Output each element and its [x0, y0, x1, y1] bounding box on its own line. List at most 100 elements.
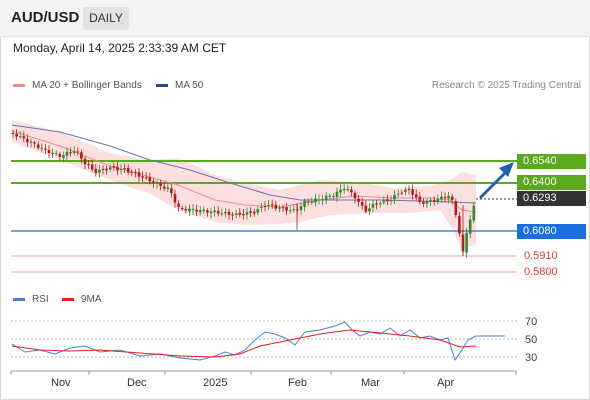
candle-body — [166, 187, 170, 190]
candle-body — [206, 210, 209, 213]
candle-body — [389, 200, 393, 202]
candle-body — [306, 201, 310, 203]
title-bar: AUD/USD DAILY — [0, 0, 590, 37]
candle-body — [170, 188, 173, 194]
candle-body — [29, 141, 33, 143]
ma50-swatch-icon — [156, 84, 168, 87]
month-label-2025: 2025 — [203, 377, 228, 389]
candle-body — [209, 211, 213, 214]
candle-body — [454, 201, 458, 216]
candle-body — [47, 150, 51, 153]
month-label-feb: Feb — [288, 377, 307, 389]
candle-body — [332, 195, 335, 197]
candle-body — [368, 208, 371, 212]
candle-body — [371, 203, 375, 208]
candle-body — [105, 168, 108, 171]
candle-body — [353, 192, 357, 199]
candle-body — [339, 189, 342, 193]
candle-body — [155, 182, 159, 184]
candle-body — [375, 203, 378, 205]
candle-body — [440, 196, 443, 200]
candle-body — [65, 151, 69, 156]
rsi-ma-legend: 9MA — [62, 294, 102, 305]
candle-body — [44, 148, 47, 150]
candle-body — [396, 193, 400, 195]
candle-body — [317, 199, 321, 201]
candle-body — [443, 197, 447, 199]
candle-body — [58, 154, 62, 158]
price-tag-s1: 0.6080 — [517, 224, 586, 239]
candle-body — [252, 211, 256, 214]
instrument-title: AUD/USD — [11, 9, 80, 26]
candle-body — [15, 133, 18, 137]
candle-body — [335, 191, 339, 197]
candle-body — [436, 198, 440, 202]
candle-body — [314, 198, 317, 203]
candle-body — [173, 193, 177, 203]
candle-body — [270, 204, 274, 206]
candle-body — [234, 213, 238, 216]
candle-body — [123, 168, 126, 170]
candle-body — [328, 195, 332, 197]
candle-body — [177, 203, 180, 207]
candle-body — [288, 210, 292, 212]
rsi-level-50: 50 — [525, 334, 538, 346]
candle-body — [310, 201, 314, 203]
candle-body — [134, 172, 137, 174]
candle-body — [202, 209, 206, 211]
time-axis — [10, 370, 517, 375]
candle-body — [112, 166, 116, 168]
price-label-s3: 0.5800 — [524, 266, 558, 278]
target-arrow-shaft — [479, 171, 507, 199]
candle-body — [263, 205, 267, 207]
candle-body — [94, 169, 98, 174]
candle-body — [119, 169, 123, 171]
candle-body — [130, 171, 134, 173]
rsi-ma-line — [11, 329, 477, 358]
candle-body — [357, 198, 360, 202]
candle-body — [296, 209, 299, 211]
candle-body — [447, 195, 450, 199]
candle-body — [278, 207, 281, 209]
price-label-s2: 0.5910 — [524, 250, 558, 262]
candle-body — [126, 167, 130, 173]
level-lines — [11, 160, 517, 273]
candle-body — [450, 196, 454, 201]
candle-body — [72, 151, 76, 154]
candle-body — [159, 182, 162, 186]
candle-body — [472, 205, 476, 221]
month-label-mar: Mar — [361, 377, 380, 389]
timeframe-badge[interactable]: DAILY — [83, 7, 129, 30]
candle-body — [101, 168, 105, 170]
candle-body — [407, 188, 411, 190]
candle-body — [62, 155, 65, 158]
candle-body — [350, 189, 353, 193]
candle-body — [76, 151, 80, 153]
candle-body — [465, 232, 468, 253]
candle-body — [152, 181, 155, 184]
candle-body — [40, 147, 44, 149]
rsi-legend: RSI — [13, 294, 49, 305]
legend-bollinger: MA 20 + Bollinger Bands — [13, 80, 142, 91]
candle-body — [184, 208, 188, 211]
candle-body — [141, 176, 144, 178]
candle-body — [191, 208, 195, 210]
legend-ma50: MA 50 — [156, 80, 203, 91]
candle-body — [11, 132, 15, 134]
candle-body — [144, 177, 148, 179]
candle-body — [51, 152, 54, 154]
bollinger-bands — [12, 120, 476, 250]
candle-body — [360, 201, 364, 206]
month-label-apr: Apr — [437, 377, 455, 389]
candle-body — [468, 219, 472, 234]
candle-body — [148, 177, 152, 182]
candle-body — [342, 189, 346, 191]
legend-bollinger-label: MA 20 + Bollinger Bands — [32, 80, 142, 91]
price-tag-r2: 0.6540 — [517, 154, 586, 169]
ma20-line — [11, 130, 477, 213]
candle-body — [425, 201, 429, 204]
bollinger-band-fill — [12, 120, 476, 250]
candle-body — [458, 215, 461, 234]
legend-ma50-label: MA 50 — [175, 80, 204, 91]
candle-body — [54, 153, 58, 155]
